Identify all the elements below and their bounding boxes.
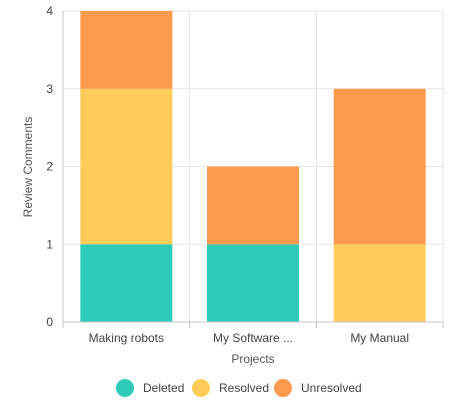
legend-label: Unresolved [301, 381, 362, 395]
y-tick-label: 2 [46, 160, 53, 174]
y-tick-label: 0 [46, 315, 53, 329]
bar-segment-resolved[interactable] [80, 88, 173, 245]
legend-label: Deleted [143, 381, 184, 395]
bar-segment-unresolved[interactable] [207, 166, 299, 245]
x-tick-label: My Manual [350, 331, 409, 345]
y-tick-label: 3 [46, 82, 53, 96]
x-tick-label: My Software ... [213, 331, 293, 345]
x-tick-label: Making robots [89, 331, 164, 345]
y-axis-title: Review Comments [21, 117, 35, 218]
x-axis-title: Projects [231, 352, 274, 366]
bar-segment-unresolved[interactable] [333, 88, 426, 245]
legend-item-resolved[interactable]: Resolved [192, 379, 269, 397]
legend: Deleted Resolved Unresolved [116, 379, 362, 397]
legend-item-unresolved[interactable]: Unresolved [274, 379, 362, 397]
legend-item-deleted[interactable]: Deleted [116, 379, 184, 397]
y-tick-label: 1 [46, 237, 53, 251]
legend-label: Resolved [219, 381, 269, 395]
bars [80, 11, 426, 322]
axes: 0 1 2 3 4 Making robots My Software ... My Manu… [46, 4, 444, 345]
legend-swatch [192, 379, 210, 397]
legend-swatch [116, 379, 134, 397]
bar-segment-unresolved[interactable] [80, 11, 173, 89]
legend-swatch [274, 379, 292, 397]
bar-segment-resolved[interactable] [333, 244, 426, 322]
y-tick-label: 4 [46, 4, 53, 18]
bar-segment-deleted[interactable] [80, 244, 173, 322]
bar-segment-deleted[interactable] [207, 244, 299, 322]
